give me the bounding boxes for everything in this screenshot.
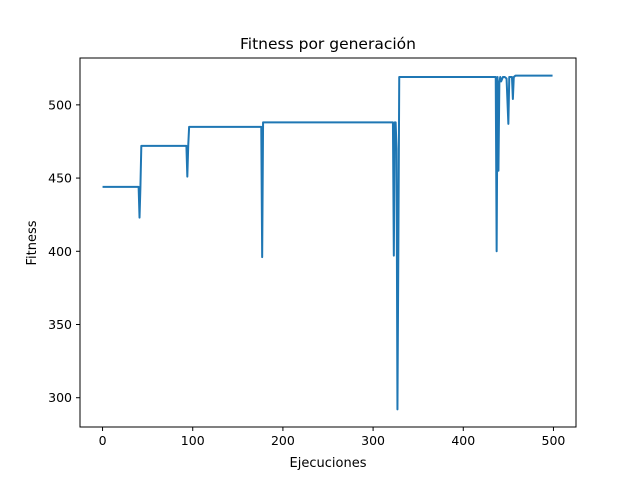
x-tick-label: 300 xyxy=(361,433,385,448)
x-tick-label: 500 xyxy=(542,433,566,448)
y-tick-label: 300 xyxy=(48,390,72,405)
x-tick-label: 400 xyxy=(451,433,475,448)
axis-ticks: 0 100 200 300 400 500 300 350 400 450 500 xyxy=(48,97,565,448)
x-tick-label: 0 xyxy=(99,433,107,448)
y-tick-label: 450 xyxy=(48,171,72,186)
chart-title: Fitness por generación xyxy=(240,35,416,53)
y-tick-label: 500 xyxy=(48,97,72,112)
y-tick-label: 350 xyxy=(48,317,72,332)
y-axis-label: Fitness xyxy=(25,220,40,265)
series-line-0 xyxy=(102,74,553,411)
x-tick-label: 100 xyxy=(181,433,205,448)
x-axis-label: Ejecuciones xyxy=(290,456,367,471)
plot-area xyxy=(102,74,553,411)
y-tick-label: 400 xyxy=(48,244,72,259)
axes-frame xyxy=(79,57,577,428)
x-tick-label: 200 xyxy=(271,433,295,448)
